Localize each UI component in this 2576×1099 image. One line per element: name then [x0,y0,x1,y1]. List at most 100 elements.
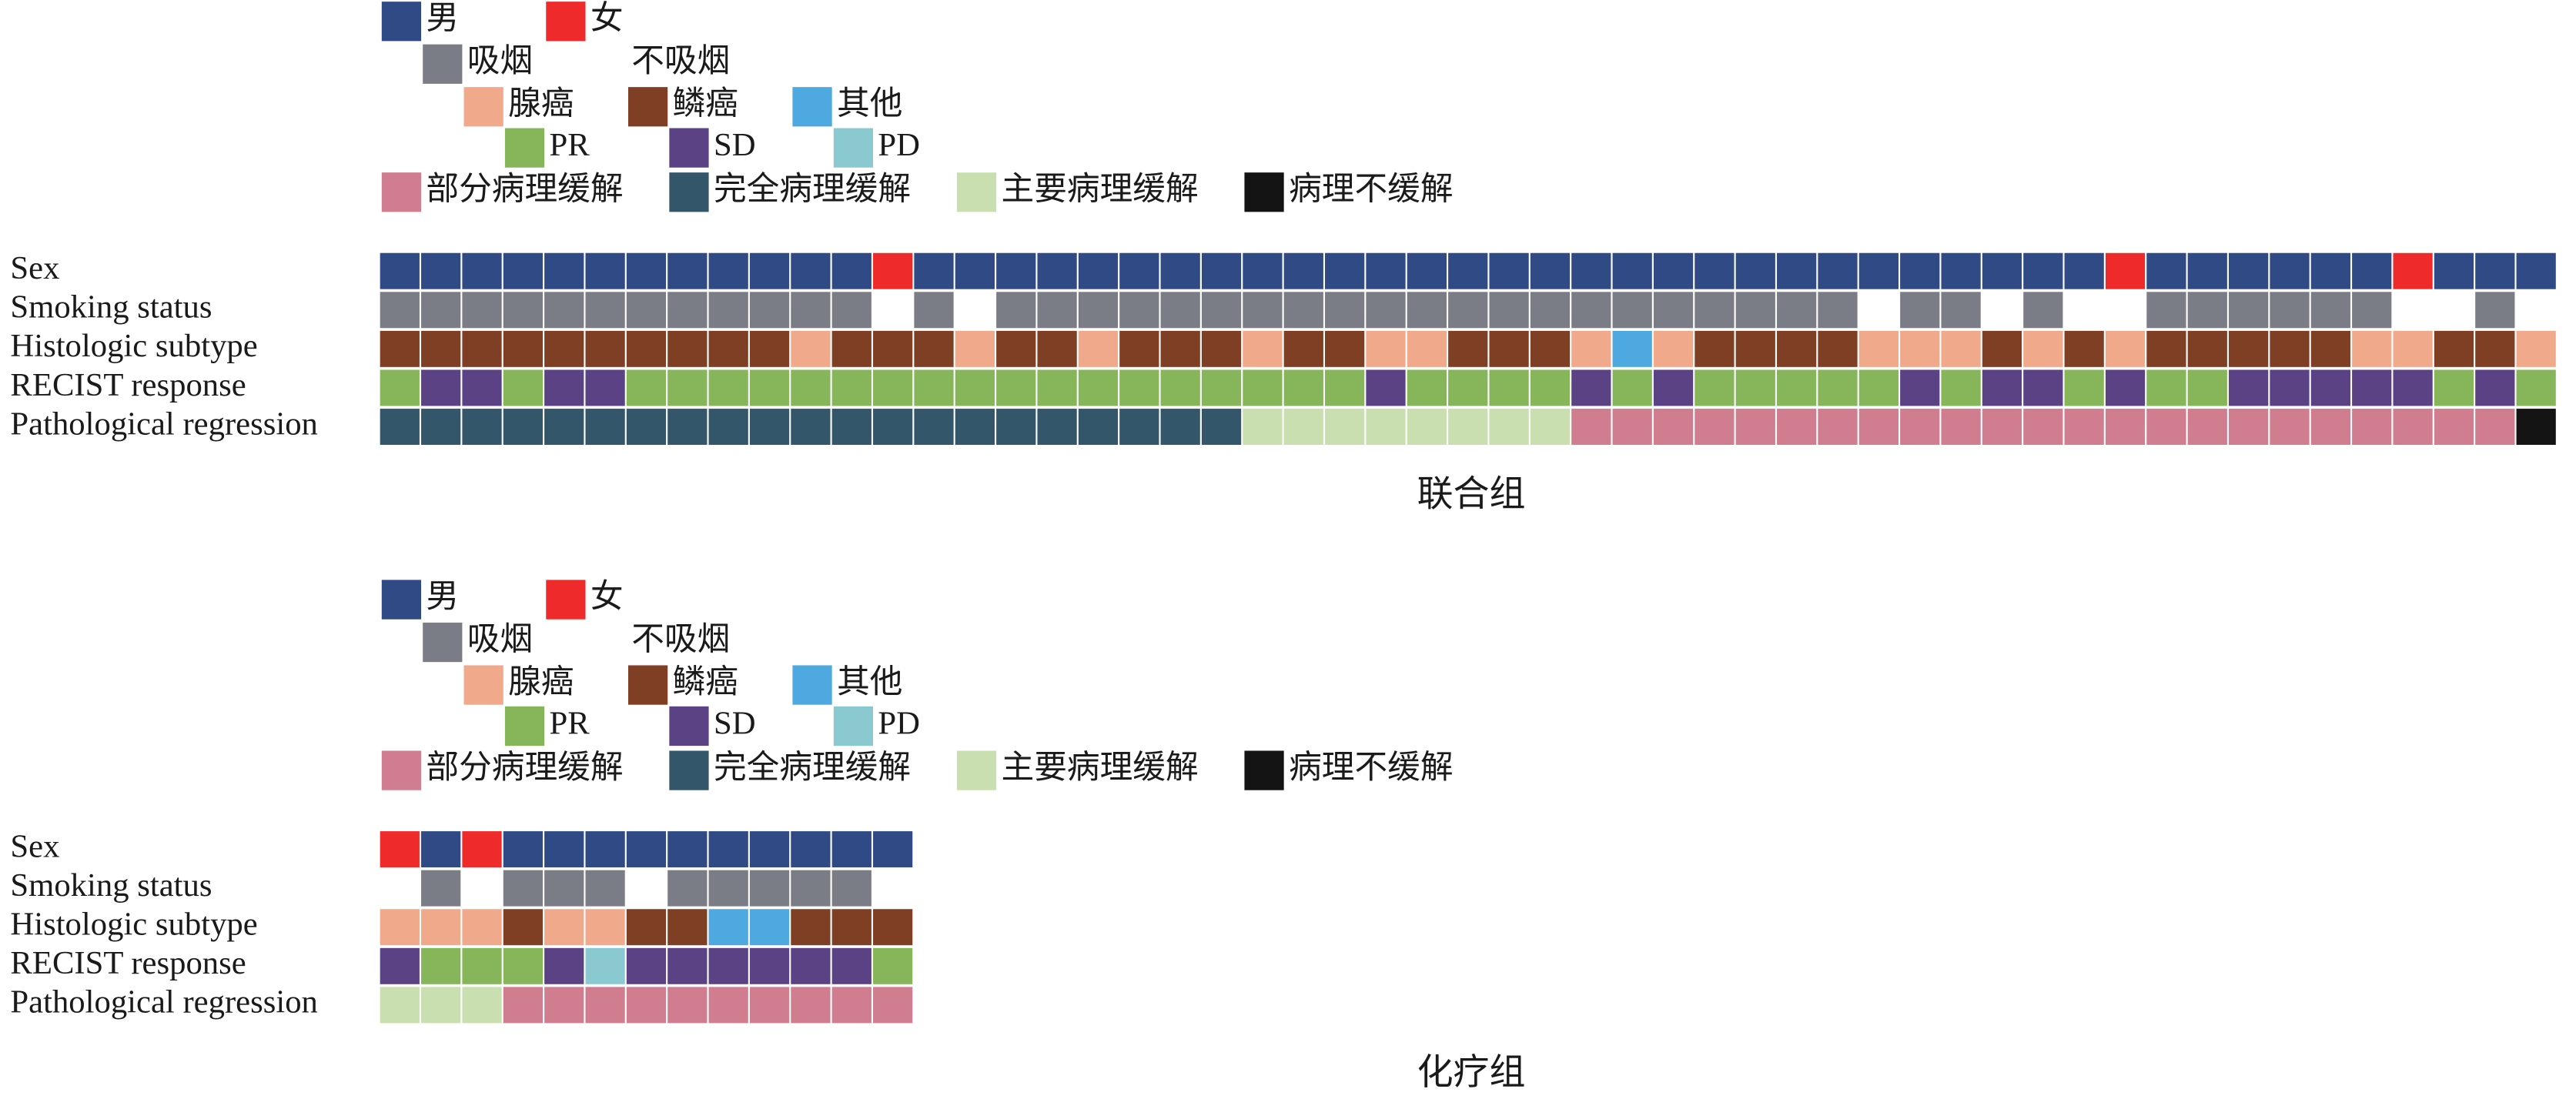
row-label: Smoking status [10,289,212,326]
cell [1694,369,1735,406]
cell [2064,369,2104,406]
cell [1201,292,1242,329]
cell [2475,292,2515,329]
cell [791,947,831,984]
cell [1612,409,1652,446]
cell [1858,369,1899,406]
cell [667,409,708,446]
cell [873,831,913,868]
cell [2187,369,2227,406]
cell [2023,369,2063,406]
cell [667,947,708,984]
cell [873,870,913,907]
row-label: Histologic subtype [10,907,257,943]
cell [2270,330,2310,367]
legend-swatch [463,87,503,127]
cell [585,292,625,329]
cell [421,252,461,289]
cell [421,369,461,406]
cell [1900,252,1940,289]
row-label: Pathological regression [10,406,318,442]
cell [585,947,625,984]
cell [2434,252,2474,289]
cell [1078,369,1119,406]
cell [831,252,871,289]
cell [2229,252,2269,289]
legend-label: PR [550,705,590,741]
cell [2146,369,2186,406]
cell [421,909,461,946]
cell [955,252,995,289]
cell [503,409,543,446]
cell [1818,252,1858,289]
cell [831,369,871,406]
cell [708,831,748,868]
legend-swatch [1244,172,1284,212]
cell [708,252,748,289]
cell [380,330,420,367]
cell [1160,409,1200,446]
legend-swatch [627,87,668,127]
legend-label: 不吸烟 [631,43,730,79]
legend-label: 女 [590,0,624,37]
cell [421,987,461,1024]
cell [1037,409,1077,446]
cell [503,947,543,984]
cell [1653,292,1694,329]
cell [462,831,502,868]
cell [544,947,584,984]
cell [1201,369,1242,406]
cell [708,369,748,406]
cell [1653,330,1694,367]
cell [2310,252,2350,289]
legend-label: 男 [426,1,459,37]
cell [1201,330,1242,367]
cell [667,330,708,367]
cell [873,330,913,367]
cell [1777,252,1817,289]
cell [667,252,708,289]
cell [708,909,748,946]
cell [462,369,502,406]
cell [1160,369,1200,406]
cell [831,330,871,367]
cell [2023,330,2063,367]
legend-label: 其他 [837,664,902,700]
cell [749,330,790,367]
cell [2229,409,2269,446]
cell [626,292,667,329]
legend-label: PD [878,127,920,163]
cell [503,292,543,329]
cell [380,292,420,329]
cell [2105,292,2146,329]
cell [2352,292,2392,329]
cell [1735,252,1775,289]
legend-swatch [587,44,627,84]
cell [708,330,748,367]
row-label: RECIST response [10,945,246,981]
legend-label: 病理不缓解 [1289,750,1453,786]
cell [421,947,461,984]
cell [1777,330,1817,367]
cell [1448,252,1488,289]
legend-label: 鳞癌 [673,663,738,700]
cell [544,831,584,868]
cell [2146,292,2186,329]
cell [1941,369,1981,406]
cell [1407,330,1447,367]
cell [1900,292,1940,329]
cell [2516,252,2556,289]
cell [1612,330,1652,367]
cell [1530,252,1571,289]
row-label: Histologic subtype [10,328,257,364]
cell [2516,409,2556,446]
cell [2270,292,2310,329]
cell [791,369,831,406]
legend-swatch [1244,750,1284,790]
cell [585,369,625,406]
cell [1941,409,1981,446]
cell [2310,292,2350,329]
legend-swatch [627,665,668,705]
cell [749,292,790,329]
cell [831,292,871,329]
